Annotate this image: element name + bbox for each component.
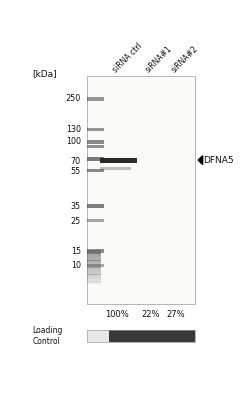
Bar (87, 76, 195, 304)
Bar (100, 166, 131, 170)
Bar (87, 330, 109, 342)
Bar (87, 268, 101, 270)
Bar (87, 250, 101, 251)
Bar (87, 168, 104, 172)
Bar (87, 279, 101, 280)
Bar (87, 258, 101, 260)
Bar (87, 272, 101, 274)
Text: 250: 250 (66, 94, 81, 103)
Bar (87, 253, 101, 255)
Bar (87, 264, 104, 267)
Bar (87, 267, 101, 269)
Bar (87, 256, 101, 257)
Bar (87, 262, 101, 263)
Bar (87, 252, 101, 254)
Bar (87, 158, 104, 162)
Bar (87, 266, 101, 268)
Bar (87, 97, 104, 100)
Bar (87, 204, 104, 208)
Bar (87, 271, 101, 272)
Text: 55: 55 (71, 167, 81, 176)
Text: 130: 130 (66, 125, 81, 134)
Bar (87, 140, 104, 144)
Bar (87, 330, 195, 342)
Text: 25: 25 (71, 216, 81, 226)
Text: 70: 70 (71, 156, 81, 166)
Text: 100: 100 (66, 138, 81, 146)
Bar (87, 281, 101, 283)
Text: 35: 35 (71, 202, 81, 210)
Bar (87, 278, 101, 279)
Text: Loading
Control: Loading Control (32, 326, 62, 346)
Bar (87, 265, 101, 266)
Text: DFNA5: DFNA5 (204, 156, 234, 165)
Bar (87, 260, 101, 262)
Bar (87, 274, 101, 276)
Bar (87, 259, 101, 261)
Bar (100, 158, 137, 162)
Bar (109, 330, 195, 342)
Bar (87, 219, 104, 222)
Bar (87, 251, 101, 252)
Bar (87, 270, 101, 271)
Text: 10: 10 (71, 261, 81, 270)
Bar (87, 145, 104, 148)
Bar (87, 263, 101, 264)
Bar (87, 273, 101, 275)
Bar (87, 257, 101, 258)
Text: siRNA#2: siRNA#2 (169, 44, 199, 74)
Bar (87, 282, 101, 284)
Bar (87, 254, 101, 256)
Text: 27%: 27% (166, 310, 185, 319)
Text: [kDa]: [kDa] (32, 70, 57, 78)
Bar (87, 277, 101, 278)
Bar (87, 284, 101, 285)
Bar (87, 128, 104, 131)
Bar (87, 264, 101, 265)
Text: siRNA#1: siRNA#1 (144, 44, 174, 74)
Bar (87, 276, 101, 277)
Text: 22%: 22% (141, 310, 159, 319)
Text: 15: 15 (71, 247, 81, 256)
Text: 100%: 100% (106, 310, 129, 319)
Text: siRNA ctrl: siRNA ctrl (111, 41, 144, 74)
Polygon shape (198, 156, 203, 164)
Bar (87, 280, 101, 282)
Bar (87, 249, 104, 253)
